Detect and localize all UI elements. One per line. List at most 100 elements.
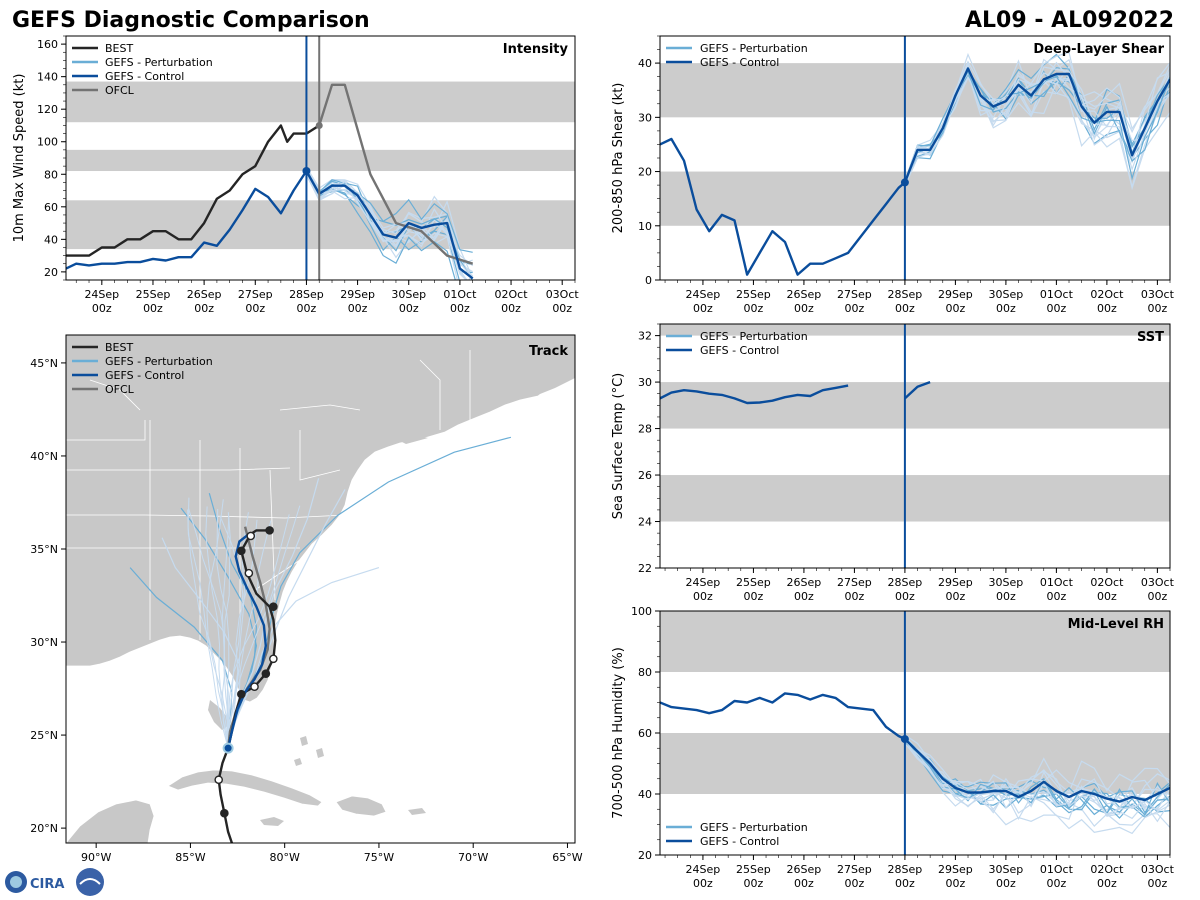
shear-xtick-sublabel: 00z [895,302,915,315]
intensity-ofcl-marker [315,121,323,129]
intensity-ytick-label: 160 [37,38,58,51]
intensity-series-ofcl [318,83,474,265]
rh-band [660,611,1170,672]
intensity-series-gefs-control [66,169,474,280]
legend-ctrl-label: GEFS - Control [700,344,779,357]
intensity-xtick-label: 28Sep [289,288,324,301]
intensity-xtick-sublabel: 00z [450,302,470,315]
shear-xtick-label: 03Oct [1141,288,1175,301]
rh-xtick-sublabel: 00z [996,877,1016,890]
intensity-xtick-sublabel: 00z [348,302,368,315]
intensity-ytick-label: 120 [37,103,58,116]
track-perturbation-line [221,515,230,749]
track-legend: BEST GEFS - Perturbation GEFS - Control … [72,341,213,396]
north-america-land [66,335,575,703]
shear-axes: 01020304024Sep00z25Sep00z26Sep00z27Sep00… [638,35,1175,315]
intensity-panel: 2040608010012014016024Sep00z25Sep00z26Se… [12,35,580,315]
shear-bands [660,63,1170,226]
track-xtick-label: 90°W [81,851,111,864]
shear-legend: GEFS - Perturbation GEFS - Control [666,42,808,69]
sst-xtick-label: 24Sep [686,576,721,589]
track-ytick-label: 45°N [30,357,58,370]
rh-xtick-sublabel: 00z [1046,877,1066,890]
track-best-marker [237,689,246,699]
track-best-marker [250,682,259,691]
rh-xtick-label: 25Sep [736,863,771,876]
rh-xtick-label: 30Sep [989,863,1024,876]
track-frame [65,334,576,844]
legend-pert-label: GEFS - Perturbation [105,56,213,69]
rh-perturbation-line [904,739,1170,821]
track-best-marker [214,775,223,785]
shear-xtick-sublabel: 00z [794,302,814,315]
intensity-series-best [66,124,320,257]
legend-pert-label: GEFS - Perturbation [105,355,213,368]
cuba-land [167,769,323,807]
shear-xtick-sublabel: 00z [1147,302,1167,315]
agency-seal-icon [76,868,104,896]
intensity-ytick-label: 20 [44,266,58,279]
intensity-xtick-sublabel: 00z [92,302,112,315]
intensity-xtick-label: 25Sep [136,288,171,301]
rh-lines [660,611,1170,855]
sst-xtick-sublabel: 00z [996,590,1016,603]
intensity-xtick-label: 03Oct [546,288,580,301]
track-ytick-label: 35°N [30,543,58,556]
shear-band [660,171,1170,226]
shear-ytick-label: 20 [638,166,652,179]
track-axes: 90°W 85°W 80°W 75°W 70°W 65°W 20°N 25°N 30°N 35°N… [30,357,583,864]
rh-xtick-label: 28Sep [888,863,923,876]
shear-ytick-label: 30 [638,111,652,124]
sst-xtick-sublabel: 00z [1097,590,1117,603]
storm-id: AL09 - AL092022 [965,8,1174,33]
rh-xtick-sublabel: 00z [845,877,865,890]
shear-xtick-label: 25Sep [736,288,771,301]
rh-perturbation-line [904,740,1170,819]
intensity-perturbation-line [305,166,473,266]
nova-scotia-land [520,358,575,396]
intensity-xtick-label: 26Sep [187,288,222,301]
rh-xtick-sublabel: 00z [744,877,764,890]
intensity-perturbation-line [305,174,468,280]
intensity-xtick-sublabel: 00z [297,302,317,315]
rh-xtick-label: 26Sep [787,863,822,876]
rh-xtick-label: 24Sep [686,863,721,876]
sst-xtick-sublabel: 00z [845,590,865,603]
track-lines [214,526,278,843]
track-best-marker [269,654,278,664]
rh-xtick-label: 29Sep [938,863,973,876]
intensity-analysis-marker [302,167,311,176]
jamaica-land [260,817,284,826]
intensity-bands [66,81,575,250]
track-best-marker [246,531,256,541]
track-best-marker [237,546,246,556]
sst-xtick-label: 28Sep [888,576,923,589]
shear-xtick-label: 26Sep [787,288,822,301]
shear-xtick-sublabel: 00z [744,302,764,315]
shear-ytick-label: 0 [645,274,652,287]
sst-ytick-label: 22 [638,562,652,575]
intensity-xtick-sublabel: 00z [399,302,419,315]
legend-ofcl-label: OFCL [105,84,135,97]
intensity-xtick-sublabel: 00z [194,302,214,315]
shear-ylabel: 200-850 hPa Shear (kt) [611,83,626,234]
rh-xtick-sublabel: 00z [1147,877,1167,890]
intensity-title: Intensity [503,42,569,57]
shear-xtick-sublabel: 00z [996,302,1016,315]
intensity-perturbation-lines [305,166,474,280]
rh-legend: GEFS - Perturbation GEFS - Control [666,821,808,848]
rh-bands [660,611,1170,794]
sst-xtick-label: 29Sep [938,576,973,589]
shear-xtick-label: 27Sep [837,288,872,301]
sst-ytick-label: 28 [638,423,652,436]
sst-xtick-sublabel: 00z [946,590,966,603]
intensity-xtick-sublabel: 00z [552,302,572,315]
sst-xtick-sublabel: 00z [895,590,915,603]
intensity-xtick-label: 30Sep [391,288,426,301]
rh-panel: 2040608010024Sep00z25Sep00z26Sep00z27Sep… [611,605,1175,890]
track-perturbation-line [216,508,230,749]
intensity-ylabel: 10m Max Wind Speed (kt) [12,74,27,243]
intensity-xtick-label: 01Oct [443,288,477,301]
track-title: Track [529,344,568,359]
track-xtick-label: 70°W [458,851,488,864]
